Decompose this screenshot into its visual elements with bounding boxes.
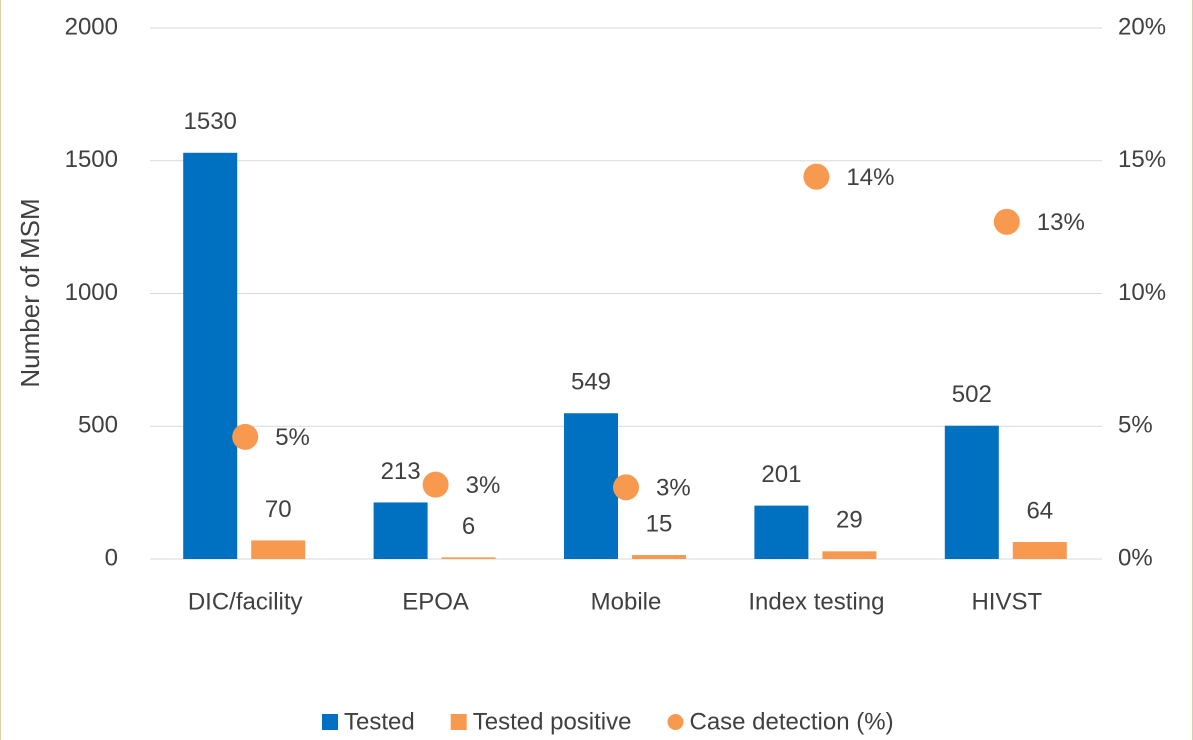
point <box>422 471 449 498</box>
bar <box>373 502 428 559</box>
data-label: 3% <box>656 475 691 502</box>
data-label: 3% <box>466 472 501 499</box>
point <box>613 474 639 501</box>
point <box>993 208 1020 235</box>
y2-tick-label: 0% <box>1118 544 1153 571</box>
y2-tick-label: 20% <box>1118 13 1166 40</box>
x-tick-label: EPOA <box>402 588 469 615</box>
data-label: 14% <box>846 164 894 191</box>
bar <box>564 413 618 559</box>
y-axis-label: Number of MSM <box>15 198 45 387</box>
data-label: 64 <box>1026 497 1053 524</box>
data-label: 70 <box>265 496 292 523</box>
y-tick-label: 2000 <box>65 13 118 40</box>
bar <box>632 555 686 559</box>
point <box>232 423 259 450</box>
data-label: 29 <box>836 507 863 534</box>
bar <box>944 425 999 559</box>
data-label: 1530 <box>184 108 237 135</box>
legend-marker <box>322 714 338 730</box>
bar <box>822 551 877 559</box>
data-label: 15 <box>646 510 673 537</box>
bar <box>251 540 306 559</box>
data-label: 13% <box>1037 209 1085 236</box>
legend-label: Tested positive <box>473 708 632 735</box>
point <box>803 163 830 190</box>
bar <box>441 557 496 559</box>
legend-label: Tested <box>344 708 415 735</box>
x-tick-label: DIC/facility <box>188 588 303 615</box>
x-tick-label: HIVST <box>971 588 1042 615</box>
y2-tick-label: 15% <box>1118 146 1166 173</box>
data-label: 213 <box>381 458 421 485</box>
x-tick-label: Mobile <box>591 588 662 615</box>
legend-marker <box>450 714 467 730</box>
bar <box>754 505 809 559</box>
y2-tick-label: 5% <box>1118 412 1153 439</box>
bar <box>1012 542 1067 559</box>
data-label: 502 <box>952 381 992 408</box>
data-label: 201 <box>761 461 801 488</box>
x-tick-label: Index testing <box>748 588 884 615</box>
y-tick-label: 500 <box>78 412 118 439</box>
y2-tick-label: 10% <box>1118 279 1166 306</box>
bar <box>183 152 238 559</box>
legend-label: Case detection (%) <box>689 708 893 735</box>
data-label: 6 <box>462 513 475 540</box>
y-tick-label: 0 <box>105 544 118 571</box>
data-label: 5% <box>275 424 310 451</box>
y-tick-label: 1000 <box>65 279 118 306</box>
data-label: 549 <box>571 369 611 396</box>
y-tick-label: 1500 <box>65 146 118 173</box>
legend-marker <box>667 714 684 730</box>
